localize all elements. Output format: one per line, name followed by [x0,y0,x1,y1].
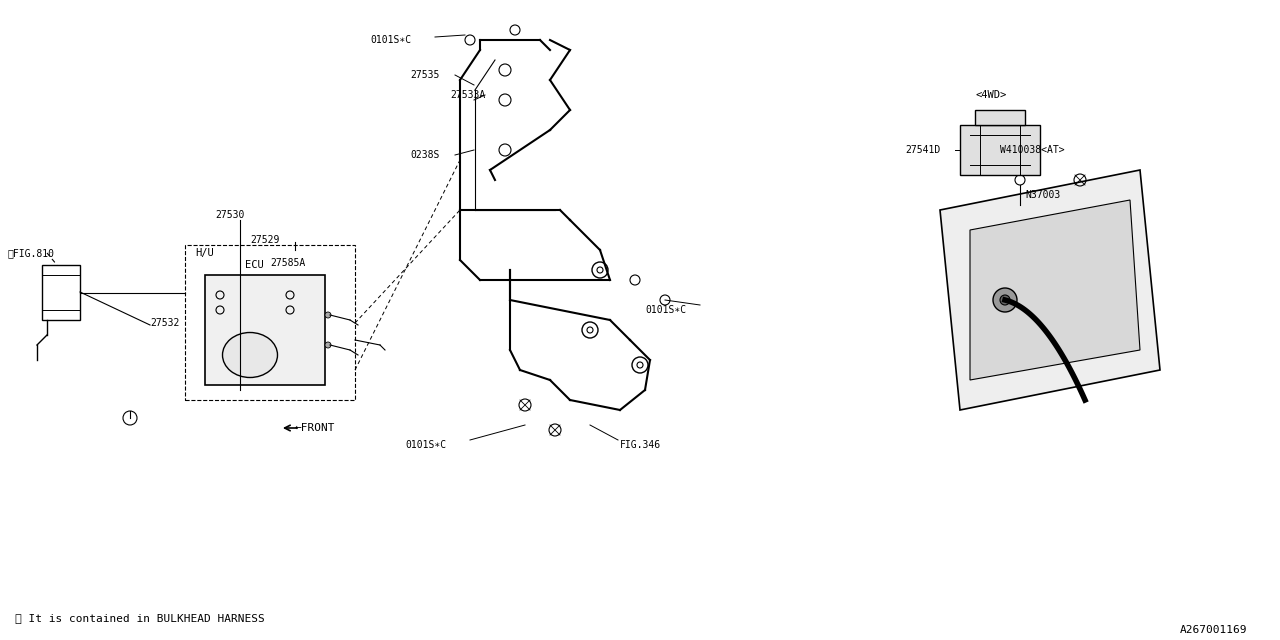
Text: 27532: 27532 [150,318,179,328]
Polygon shape [940,170,1160,410]
Text: 27541D: 27541D [905,145,941,155]
Text: <4WD>: <4WD> [975,90,1006,100]
Text: 27585A: 27585A [270,258,305,268]
Text: A267001169: A267001169 [1180,625,1248,635]
Polygon shape [975,110,1025,125]
Ellipse shape [223,333,278,378]
Text: 27529: 27529 [250,235,279,245]
Circle shape [993,288,1018,312]
Text: ECU: ECU [244,260,264,270]
Text: 27535: 27535 [410,70,439,80]
Text: FIG.346: FIG.346 [620,440,662,450]
Circle shape [325,312,332,318]
Polygon shape [960,125,1039,175]
Text: 27533A: 27533A [451,90,485,100]
Text: N37003: N37003 [1025,190,1060,200]
Text: 27530: 27530 [215,210,244,220]
Circle shape [1000,295,1010,305]
Text: 0101S∗C: 0101S∗C [645,305,686,315]
Polygon shape [205,275,325,385]
Text: ※FIG.810: ※FIG.810 [6,248,54,258]
Text: ※ It is contained in BULKHEAD HARNESS: ※ It is contained in BULKHEAD HARNESS [15,613,265,623]
Text: 0101S∗C: 0101S∗C [404,440,447,450]
Text: ←FRONT: ←FRONT [294,423,335,433]
Text: W410038<AT>: W410038<AT> [1000,145,1065,155]
Text: H/U: H/U [195,248,214,258]
Text: 0101S∗C: 0101S∗C [370,35,411,45]
Polygon shape [970,200,1140,380]
Circle shape [325,342,332,348]
Text: 0238S: 0238S [410,150,439,160]
